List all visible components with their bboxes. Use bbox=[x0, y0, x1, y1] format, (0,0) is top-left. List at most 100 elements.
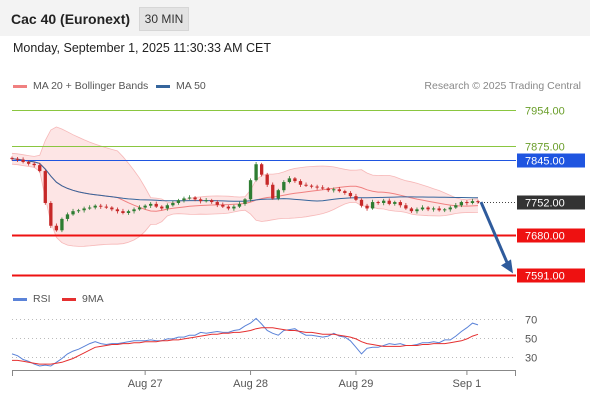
candle-body bbox=[454, 205, 458, 208]
candle bbox=[437, 206, 441, 212]
candle-body bbox=[160, 206, 164, 209]
last-price-tag bbox=[517, 195, 585, 210]
candle bbox=[82, 206, 86, 213]
candle bbox=[226, 205, 231, 211]
candle-body bbox=[243, 199, 247, 204]
candle-body bbox=[365, 205, 369, 209]
candle bbox=[193, 196, 197, 202]
candle bbox=[304, 182, 308, 188]
candle-body bbox=[10, 157, 14, 159]
candle-body bbox=[431, 208, 436, 210]
candle-body bbox=[65, 214, 70, 219]
interval-button[interactable]: 30 MIN bbox=[139, 7, 189, 31]
legend-ma20: MA 20 + Bollinger Bands bbox=[13, 80, 148, 92]
candle bbox=[237, 201, 242, 208]
level-7875.00: 7875.00 bbox=[12, 142, 565, 154]
candle bbox=[32, 161, 36, 168]
candle bbox=[465, 200, 469, 206]
candle-body bbox=[415, 209, 419, 212]
legend-9ma: 9MA bbox=[62, 293, 104, 305]
candle bbox=[221, 202, 225, 208]
candle bbox=[232, 204, 236, 211]
candle-body bbox=[176, 200, 181, 203]
candle-body bbox=[298, 181, 303, 185]
rsi-line bbox=[11, 317, 479, 367]
candle-body bbox=[43, 171, 47, 203]
candle-body bbox=[49, 202, 53, 226]
candle bbox=[210, 198, 214, 204]
ma20-swatch bbox=[13, 84, 27, 88]
candle-body bbox=[171, 202, 175, 206]
candle bbox=[265, 172, 269, 188]
x-tick-label: Sep 1 bbox=[453, 378, 482, 390]
candle-body bbox=[337, 189, 341, 192]
candle bbox=[343, 189, 347, 195]
candle-body bbox=[443, 209, 447, 211]
candle-body bbox=[115, 209, 120, 212]
candle-body bbox=[315, 186, 319, 188]
resistance-label: 7875.00 bbox=[525, 142, 565, 154]
candle bbox=[204, 197, 208, 203]
bollinger-lower-line bbox=[11, 163, 479, 247]
candle-body bbox=[282, 182, 286, 191]
candle bbox=[187, 195, 192, 200]
candle bbox=[99, 203, 103, 209]
header-bar bbox=[0, 0, 590, 36]
candle-body bbox=[60, 218, 64, 231]
candle-body bbox=[88, 207, 92, 209]
candle-body bbox=[93, 205, 97, 208]
candle bbox=[443, 207, 447, 213]
candle-body bbox=[104, 206, 108, 208]
candle-body bbox=[259, 164, 264, 175]
instrument-title: Cac 40 (Euronext) bbox=[11, 11, 131, 27]
candle-body bbox=[187, 197, 192, 199]
candle bbox=[459, 200, 464, 208]
candle-body bbox=[287, 178, 292, 183]
support-tag bbox=[517, 228, 585, 243]
credit-text: Research © 2025 Trading Central bbox=[424, 80, 581, 92]
rsi-level-label: 70 bbox=[525, 315, 537, 327]
candle bbox=[198, 197, 203, 204]
bollinger-upper-line bbox=[11, 126, 479, 203]
candle bbox=[387, 198, 391, 206]
candle bbox=[470, 198, 475, 205]
candle-body bbox=[465, 202, 469, 204]
candle bbox=[426, 206, 430, 212]
candle-body bbox=[326, 188, 330, 191]
candle bbox=[104, 204, 108, 209]
candle-body bbox=[459, 202, 464, 206]
candle-body bbox=[293, 178, 297, 182]
candle bbox=[15, 156, 20, 162]
candle bbox=[298, 179, 303, 188]
candle-body bbox=[404, 205, 408, 209]
candle-body bbox=[193, 197, 197, 200]
candle bbox=[182, 196, 186, 203]
candle bbox=[287, 176, 292, 184]
candle-body bbox=[321, 187, 325, 189]
candle-body bbox=[204, 200, 208, 202]
candle bbox=[271, 182, 275, 200]
x-tick-label: Aug 28 bbox=[233, 378, 268, 390]
candle bbox=[121, 208, 125, 215]
candle-body bbox=[237, 203, 242, 207]
timestamp: Monday, September 1, 2025 11:30:33 AM CE… bbox=[13, 41, 272, 55]
candle bbox=[454, 202, 458, 209]
candle bbox=[276, 188, 280, 201]
candle bbox=[370, 199, 375, 210]
resistance-tag bbox=[517, 153, 585, 168]
candle-body bbox=[265, 174, 269, 185]
candle bbox=[282, 180, 286, 193]
candle bbox=[420, 205, 425, 211]
resistance-label: 7845.00 bbox=[525, 156, 565, 168]
candle bbox=[259, 162, 264, 177]
candle bbox=[10, 156, 14, 161]
candle-body bbox=[271, 184, 275, 199]
candle bbox=[326, 187, 330, 193]
candle-body bbox=[221, 204, 225, 207]
candle bbox=[26, 160, 31, 166]
candle bbox=[110, 206, 114, 212]
candle bbox=[149, 202, 153, 208]
ma50-swatch bbox=[156, 84, 170, 88]
candle-body bbox=[21, 159, 25, 162]
